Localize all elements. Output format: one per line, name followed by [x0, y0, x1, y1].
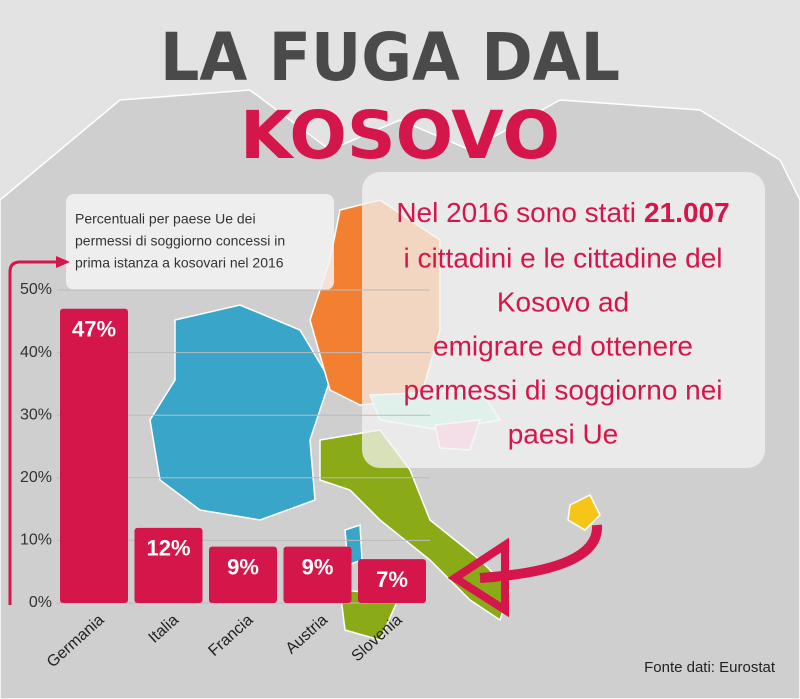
bar — [283, 546, 352, 603]
title: LA FUGA DAL — [160, 19, 620, 96]
annotation-line: Nel 2016 sono stati 21.007 — [396, 197, 729, 228]
note-arrow-head — [56, 256, 70, 268]
value-label: 9% — [302, 554, 334, 579]
annotation-line: emigrare ed ottenere — [433, 330, 693, 361]
value-label: 12% — [146, 536, 190, 561]
source: Fonte dati: Eurostat — [644, 659, 776, 676]
kosovo-arrow-head — [447, 537, 509, 618]
y-tick-label: 30% — [20, 406, 52, 423]
y-tick-label: 20% — [20, 469, 52, 486]
note-line: prima istanza a kosovari nel 2016 — [75, 255, 284, 271]
bar — [358, 559, 426, 603]
y-tick-label: 0% — [29, 594, 52, 611]
annotation-number: 21.007 — [644, 197, 730, 228]
value-label: 7% — [376, 567, 408, 592]
annotation-line: Kosovo ad — [497, 286, 629, 317]
y-tick-label: 10% — [20, 532, 52, 549]
y-tick-label: 40% — [20, 344, 52, 361]
annotation-line: paesi Ue — [508, 418, 619, 449]
annotation: i cittadini e le cittadine del Kosovo ad e… — [403, 242, 722, 449]
note-line: permessi di soggiorno concessi in — [75, 233, 285, 249]
annotation-line: permessi di soggiorno nei — [403, 374, 722, 405]
bar — [134, 527, 203, 603]
note-line: Percentuali per paese Ue dei — [75, 211, 256, 227]
annotation-line: i cittadini e le cittadine del — [403, 242, 722, 273]
value-label: 9% — [227, 554, 259, 579]
annotation-intro: Nel 2016 sono stati — [396, 197, 636, 228]
y-tick-label: 50% — [20, 281, 52, 298]
bar — [209, 546, 277, 603]
annotation-box — [362, 172, 765, 468]
bar — [60, 308, 128, 603]
note-box — [66, 194, 334, 290]
note-arrow — [8, 260, 60, 605]
title-highlight: KOSOVO — [240, 97, 560, 174]
value-label: 47% — [72, 317, 116, 342]
